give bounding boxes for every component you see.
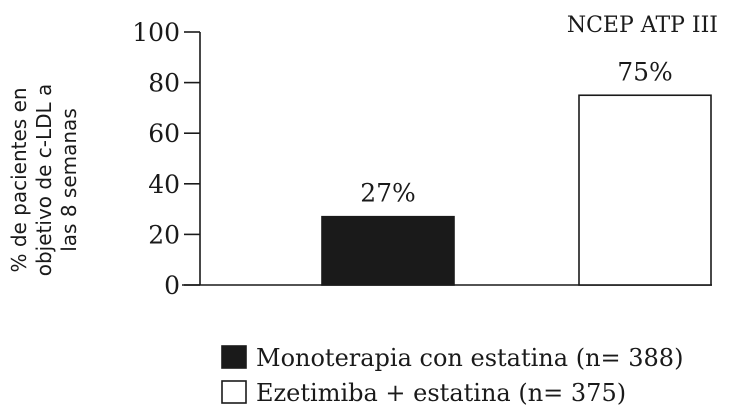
legend: Monoterapia con estatina (n= 388) Ezetimi… <box>221 344 683 407</box>
bar-value-labels: 27% 75% <box>360 57 673 207</box>
y-tick-label: 20 <box>148 220 180 249</box>
y-tick-label: 60 <box>148 119 180 148</box>
y-tick-label: 40 <box>148 170 180 199</box>
bar-monoterapia <box>321 215 455 286</box>
y-tick-label: 100 <box>132 18 180 47</box>
legend-label: Monoterapia con estatina (n= 388) <box>256 344 683 372</box>
bar-value-label: 75% <box>617 57 673 86</box>
y-axis-title-line-2: objetivo de c-LDL a <box>32 84 56 277</box>
bar-value-label: 27% <box>360 179 416 208</box>
y-axis-title: % de pacientes en objetivo de c-LDL a la… <box>7 84 81 277</box>
bar-ezetimiba <box>578 94 712 286</box>
y-axis-title-line-3: las 8 semanas <box>57 108 81 252</box>
chart-title: NCEP ATP III <box>567 13 718 38</box>
y-tick-label: 0 <box>164 271 180 300</box>
y-axis-ticks: 0 20 40 60 80 100 <box>132 18 200 300</box>
y-axis-title-line-1: % de pacientes en <box>7 87 31 272</box>
legend-label: Ezetimiba + estatina (n= 375) <box>256 379 626 407</box>
y-tick-label: 80 <box>148 69 180 98</box>
bars <box>321 94 712 286</box>
legend-swatch <box>221 345 247 369</box>
legend-swatch <box>221 380 247 404</box>
